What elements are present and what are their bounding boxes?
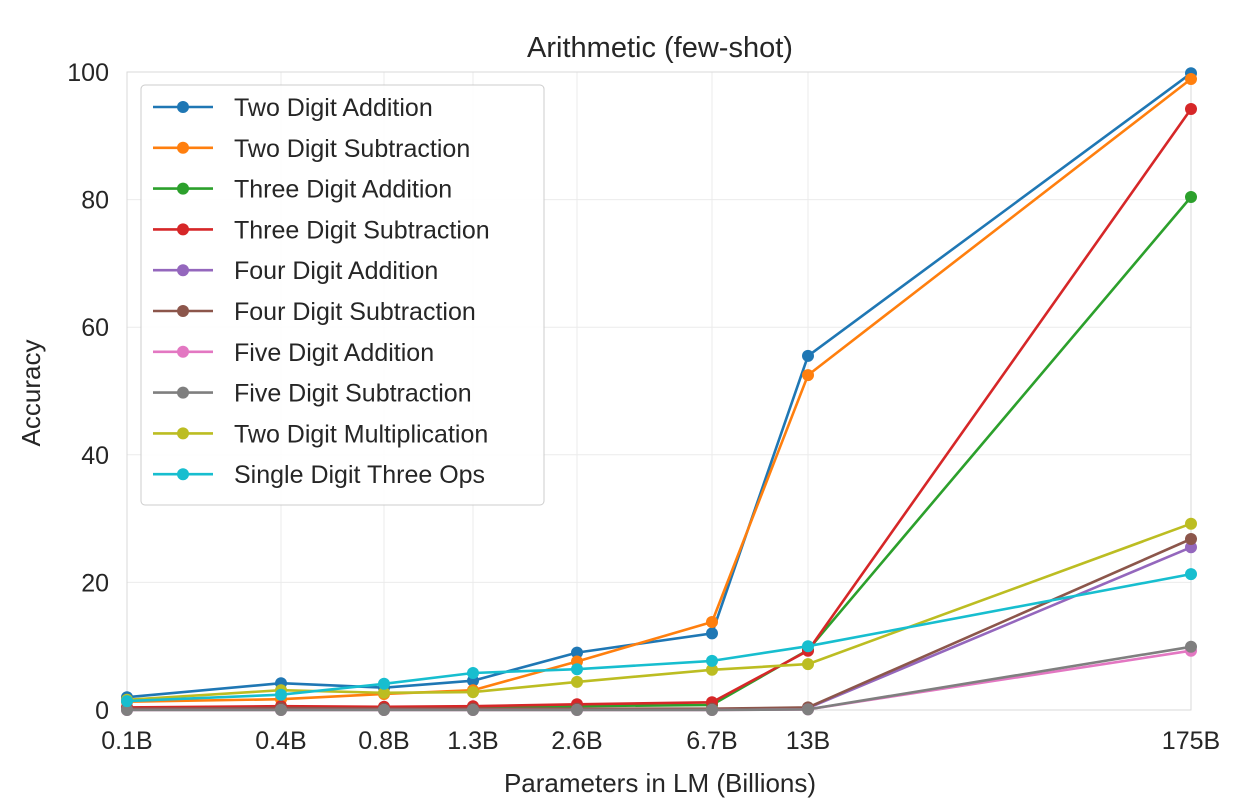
legend-label: Two Digit Addition [234, 94, 433, 122]
series-line [126, 108, 1193, 709]
y-tick-label: 80 [81, 187, 109, 215]
legend-label: Single Digit Three Ops [234, 461, 485, 489]
series-single-digit-three-ops [121, 568, 1197, 708]
data-point [121, 695, 133, 708]
data-point [802, 369, 814, 382]
legend-marker [177, 101, 189, 113]
series-two-digit-multiplication [121, 517, 1197, 706]
y-axis-label: Accuracy [16, 340, 46, 447]
series-line [126, 72, 1192, 699]
data-point [706, 627, 718, 640]
legend-marker [177, 264, 189, 277]
legend-marker [177, 305, 189, 317]
data-point [378, 686, 390, 699]
x-tick-label: 0.4B [255, 727, 306, 755]
legend-item: Five Digit Addition [153, 339, 434, 367]
series-line [126, 572, 1192, 703]
legend-item: Two Digit Addition [153, 94, 433, 122]
legend-item: Four Digit Addition [153, 257, 438, 285]
legend: Two Digit Addition Two Digit Subtraction T… [140, 84, 545, 506]
x-tick-label: 1.3B [447, 727, 498, 755]
legend-label: Five Digit Addition [234, 339, 434, 367]
data-point [571, 675, 583, 688]
x-tick-label: 175B [1162, 727, 1220, 755]
legend-label: Two Digit Subtraction [234, 135, 470, 163]
data-point [706, 704, 718, 716]
data-point [571, 704, 583, 716]
data-point [802, 658, 814, 671]
legend-item: Four Digit Subtraction [153, 298, 476, 326]
legend-box [140, 84, 545, 506]
data-point [275, 704, 287, 716]
data-point [802, 349, 814, 362]
data-point [1185, 541, 1197, 554]
x-tick-label: 0.8B [358, 727, 409, 755]
legend-item: Five Digit Subtraction [153, 380, 472, 408]
legend-label: Three Digit Addition [234, 176, 452, 204]
x-tick-label: 13B [786, 727, 830, 755]
y-tick-label: 0 [95, 697, 109, 725]
legend-label: Three Digit Subtraction [234, 216, 490, 244]
series-layer [121, 67, 1197, 716]
legend-item: Three Digit Subtraction [153, 216, 490, 244]
y-tick-label: 100 [67, 59, 109, 87]
y-axis-ticks: 0 20 40 60 80 100 [67, 59, 109, 725]
y-tick-label: 20 [81, 569, 109, 597]
x-axis-label: Parameters in LM (Billions) [504, 768, 816, 798]
legend-item: Three Digit Addition [153, 176, 452, 204]
legend-item: Two Digit Subtraction [153, 135, 470, 163]
data-point [571, 646, 583, 659]
data-point [121, 704, 133, 716]
data-point [1185, 191, 1197, 203]
legend-label: Two Digit Multiplication [234, 420, 488, 448]
series-five-digit-subtraction [121, 640, 1197, 716]
series-line [126, 77, 1192, 703]
data-point [1185, 103, 1197, 115]
data-point [802, 703, 814, 716]
legend-marker [177, 223, 189, 236]
data-point [378, 704, 390, 716]
data-point [1185, 568, 1197, 581]
legend-marker [177, 141, 189, 154]
data-point [706, 663, 718, 676]
data-point [706, 616, 718, 628]
data-point [1185, 73, 1197, 85]
data-point [467, 704, 479, 716]
legend-marker [177, 345, 189, 358]
legend-item: Two Digit Multiplication [153, 420, 488, 448]
y-tick-label: 60 [81, 314, 109, 342]
legend-label: Four Digit Subtraction [234, 298, 476, 326]
data-point [1185, 640, 1197, 653]
data-point [467, 667, 479, 679]
x-axis-ticks: 0.1B 0.4B 0.8B 1.3B 2.6B 6.7B 13B 175B [101, 727, 1220, 755]
y-tick-label: 40 [81, 442, 109, 470]
data-point [378, 677, 390, 690]
legend-item: Single Digit Three Ops [153, 461, 485, 489]
data-point [275, 688, 287, 701]
legend-marker [177, 386, 189, 399]
legend-label: Five Digit Subtraction [234, 380, 472, 408]
data-point [467, 686, 479, 699]
x-tick-label: 2.6B [551, 727, 602, 755]
data-point [1185, 533, 1197, 545]
data-point [802, 640, 814, 653]
chart-title: Arithmetic (few-shot) [527, 32, 793, 64]
legend-label: Four Digit Addition [234, 257, 438, 285]
legend-marker [177, 468, 189, 481]
data-point [1185, 517, 1197, 530]
x-tick-label: 0.1B [101, 727, 152, 755]
series-line [126, 522, 1192, 702]
legend-marker [177, 427, 189, 440]
x-tick-label: 6.7B [686, 727, 737, 755]
data-point [706, 654, 718, 667]
series-line [127, 645, 1192, 712]
legend-marker [177, 182, 189, 195]
data-point [571, 663, 583, 676]
